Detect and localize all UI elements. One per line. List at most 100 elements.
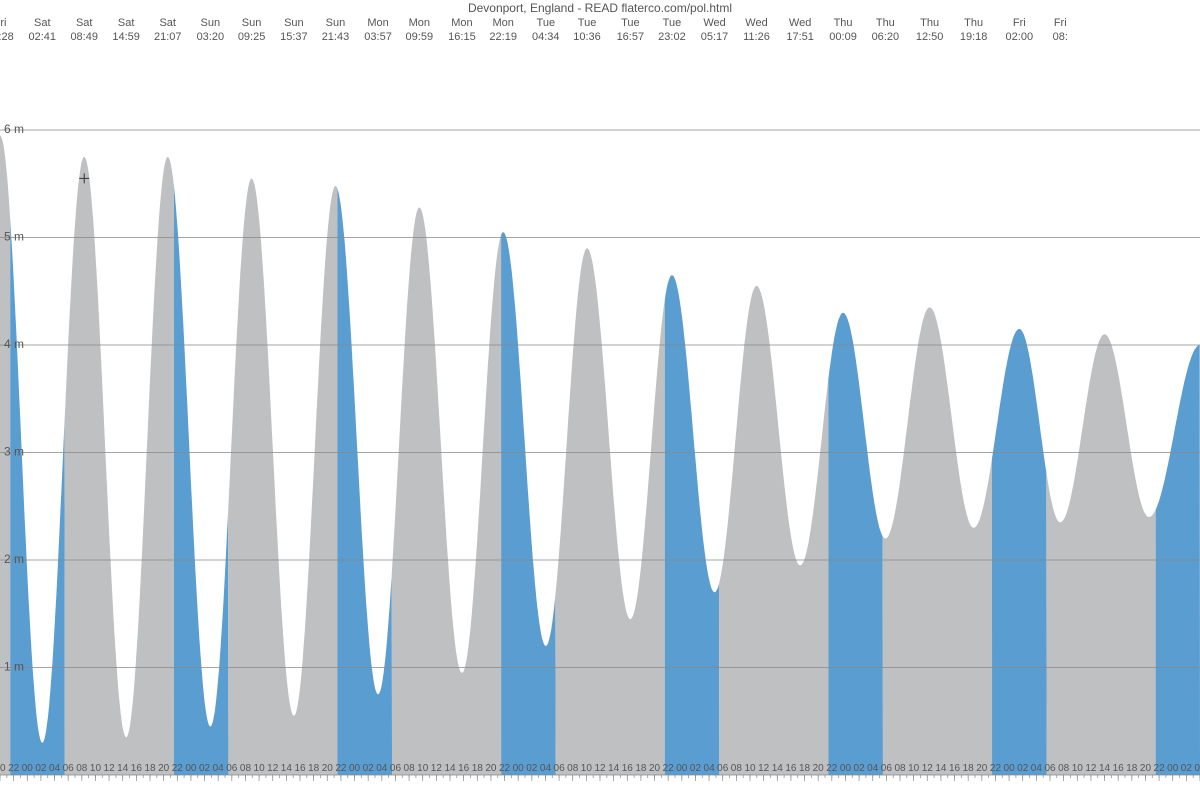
x-axis-label: 18 bbox=[308, 763, 320, 774]
y-axis-label: 2 m bbox=[4, 552, 24, 566]
top-label-time: 08:49 bbox=[70, 31, 98, 43]
top-label-time: 02:41 bbox=[29, 31, 57, 43]
x-axis-label: 20 bbox=[485, 763, 497, 774]
x-axis-label: 08 bbox=[240, 763, 252, 774]
x-axis-label: 22 bbox=[1154, 763, 1166, 774]
top-label-time: 06:20 bbox=[872, 31, 900, 43]
tide-chart: 1 m2 m3 m4 m5 m6 mDevonport, England - R… bbox=[0, 0, 1200, 800]
x-axis-label: 04 bbox=[213, 763, 225, 774]
x-axis-label: 12 bbox=[594, 763, 606, 774]
top-label-day: Fri bbox=[0, 17, 6, 29]
x-axis-label: 14 bbox=[281, 763, 293, 774]
x-axis-label: 18 bbox=[963, 763, 975, 774]
top-label-time: 11:26 bbox=[743, 31, 770, 43]
x-axis-label: 04 bbox=[1031, 763, 1043, 774]
x-axis-label: 06 bbox=[1044, 763, 1056, 774]
x-axis-label: 02 bbox=[854, 763, 866, 774]
x-axis-label: 16 bbox=[458, 763, 470, 774]
x-axis-label: 12 bbox=[104, 763, 116, 774]
x-axis-label: 12 bbox=[431, 763, 443, 774]
x-axis-label: 00 bbox=[185, 763, 197, 774]
x-axis-label: 02 bbox=[363, 763, 375, 774]
top-label-day: Fri bbox=[1013, 17, 1026, 29]
top-label-time: 10:36 bbox=[573, 31, 601, 43]
top-label-day: Wed bbox=[789, 17, 811, 29]
top-label-day: Mon bbox=[367, 17, 388, 29]
x-axis-label: 04 bbox=[1194, 763, 1200, 774]
x-axis-label: 18 bbox=[635, 763, 647, 774]
top-label-time: 04:34 bbox=[532, 31, 560, 43]
x-axis-label: 14 bbox=[772, 763, 784, 774]
top-label-day: Sun bbox=[326, 17, 346, 29]
x-axis-label: 22 bbox=[8, 763, 20, 774]
x-axis-label: 10 bbox=[744, 763, 756, 774]
x-axis-label: 18 bbox=[1126, 763, 1138, 774]
x-axis-label: 16 bbox=[785, 763, 797, 774]
x-axis: 2022000204060810121416182022000204060810… bbox=[0, 763, 1200, 781]
x-axis-label: 12 bbox=[1085, 763, 1097, 774]
x-axis-label: 02 bbox=[690, 763, 702, 774]
x-axis-label: 10 bbox=[417, 763, 429, 774]
x-axis-label: 00 bbox=[349, 763, 361, 774]
x-axis-label: 02 bbox=[199, 763, 211, 774]
x-axis-label: 22 bbox=[335, 763, 347, 774]
top-label-time: 21:43 bbox=[322, 31, 350, 43]
top-label-day: Thu bbox=[834, 17, 853, 29]
top-label-time: 16:15 bbox=[448, 31, 476, 43]
x-axis-label: 10 bbox=[1072, 763, 1084, 774]
y-axis-label: 3 m bbox=[4, 445, 24, 459]
x-axis-label: 16 bbox=[622, 763, 634, 774]
x-axis-label: 16 bbox=[1113, 763, 1125, 774]
x-axis-label: 00 bbox=[840, 763, 852, 774]
x-axis-label: 22 bbox=[172, 763, 184, 774]
x-axis-label: 08 bbox=[894, 763, 906, 774]
top-label-time: 00:09 bbox=[829, 31, 857, 43]
x-axis-label: 14 bbox=[444, 763, 456, 774]
top-label-time: 03:57 bbox=[364, 31, 392, 43]
x-axis-label: 08 bbox=[1058, 763, 1070, 774]
x-axis-label: 22 bbox=[990, 763, 1002, 774]
top-label-time: 16:57 bbox=[617, 31, 645, 43]
x-axis-label: 08 bbox=[404, 763, 416, 774]
top-label-day: Sat bbox=[34, 17, 51, 29]
top-label-day: Sat bbox=[159, 17, 176, 29]
top-label-time: 23:02 bbox=[658, 31, 686, 43]
top-label-time: 20:28 bbox=[0, 31, 14, 43]
top-label-day: Tue bbox=[621, 17, 640, 29]
x-axis-label: 06 bbox=[63, 763, 75, 774]
top-label-day: Mon bbox=[492, 17, 513, 29]
top-labels: Fri20:28Sat02:41Sat08:49Sat14:59Sat21:07… bbox=[0, 17, 1068, 43]
top-label-day: Tue bbox=[578, 17, 597, 29]
top-label-day: Thu bbox=[876, 17, 895, 29]
top-label-time: 12:50 bbox=[916, 31, 944, 43]
x-axis-label: 14 bbox=[1099, 763, 1111, 774]
x-axis-label: 22 bbox=[826, 763, 838, 774]
top-label-day: Sat bbox=[76, 17, 93, 29]
top-label-time: 14:59 bbox=[112, 31, 140, 43]
x-axis-label: 20 bbox=[158, 763, 170, 774]
y-axis-label: 5 m bbox=[4, 230, 24, 244]
x-axis-label: 06 bbox=[717, 763, 729, 774]
top-label-time: 05:17 bbox=[701, 31, 729, 43]
x-axis-label: 16 bbox=[131, 763, 143, 774]
top-label-time: 09:25 bbox=[238, 31, 266, 43]
x-axis-label: 14 bbox=[608, 763, 620, 774]
x-axis-label: 06 bbox=[881, 763, 893, 774]
tide-area bbox=[0, 135, 1200, 775]
top-label-time: 15:37 bbox=[280, 31, 308, 43]
x-axis-label: 20 bbox=[322, 763, 334, 774]
x-axis-label: 02 bbox=[35, 763, 47, 774]
x-axis-label: 04 bbox=[540, 763, 552, 774]
top-label-day: Sun bbox=[284, 17, 304, 29]
top-label-day: Sun bbox=[242, 17, 262, 29]
x-axis-label: 02 bbox=[1181, 763, 1193, 774]
top-label-time: 09:59 bbox=[406, 31, 434, 43]
top-label-time: 19:18 bbox=[960, 31, 988, 43]
x-axis-label: 00 bbox=[22, 763, 34, 774]
x-axis-label: 20 bbox=[813, 763, 825, 774]
top-label-day: Tue bbox=[537, 17, 556, 29]
x-axis-label: 06 bbox=[226, 763, 238, 774]
x-axis-label: 08 bbox=[731, 763, 743, 774]
x-axis-label: 22 bbox=[499, 763, 511, 774]
x-axis-label: 16 bbox=[294, 763, 306, 774]
